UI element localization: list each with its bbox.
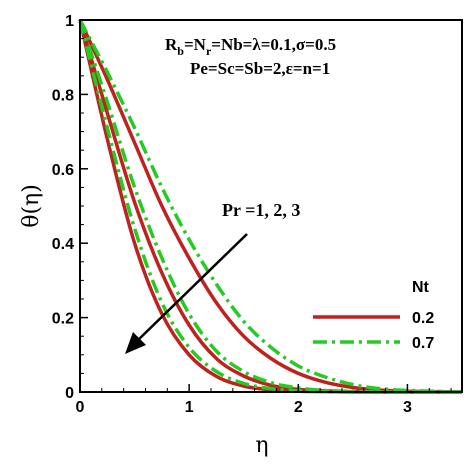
x-axis-label: η — [255, 433, 268, 458]
param-n: =N — [184, 35, 207, 54]
y-tick-label: 0.8 — [52, 87, 74, 104]
y-axis-label: θ(η) — [19, 184, 44, 228]
parameter-annotation-line-1: Rb=Nr=Nb=λ=0.1,σ=0.5 — [165, 35, 336, 58]
pr-arrow-head — [125, 332, 146, 354]
y-tick-label: 0.2 — [52, 311, 74, 328]
x-tick-label: 2 — [294, 399, 303, 416]
x-tick-label: 1 — [185, 399, 194, 416]
param-r: R — [165, 35, 178, 54]
legend: Nt 0.2 0.7 — [313, 279, 434, 352]
parameter-annotation-line-2: Pe=Sc=Sb=2,ε=n=1 — [190, 59, 330, 78]
series-layer — [78, 19, 463, 394]
param-n-subscript: r — [206, 44, 212, 58]
param-rest: =Nb=λ=0.1,σ=0.5 — [211, 35, 336, 54]
series-line-nt-0.7-pr-3 — [78, 19, 462, 394]
y-tick-label: 0 — [65, 385, 74, 402]
pr-arrow-shaft — [135, 233, 248, 343]
x-tick-label: 3 — [403, 399, 412, 416]
legend-label-nt-0.2: 0.2 — [412, 310, 434, 327]
tick-layer: 0 1 2 3 0 0.2 0.4 0.6 0.8 1 — [52, 13, 452, 416]
param-r-subscript: b — [177, 44, 184, 58]
arrow-annotation-label: Pr =1, 2, 3 — [222, 200, 300, 220]
y-tick-label: 0.4 — [52, 236, 74, 253]
x-tick-label: 0 — [76, 399, 85, 416]
y-tick-label: 1 — [65, 13, 74, 30]
y-tick-label: 0.6 — [52, 162, 74, 179]
legend-label-nt-0.7: 0.7 — [412, 335, 434, 352]
legend-title: Nt — [412, 279, 430, 296]
series-line-nt-0.7-pr-1 — [78, 19, 463, 394]
